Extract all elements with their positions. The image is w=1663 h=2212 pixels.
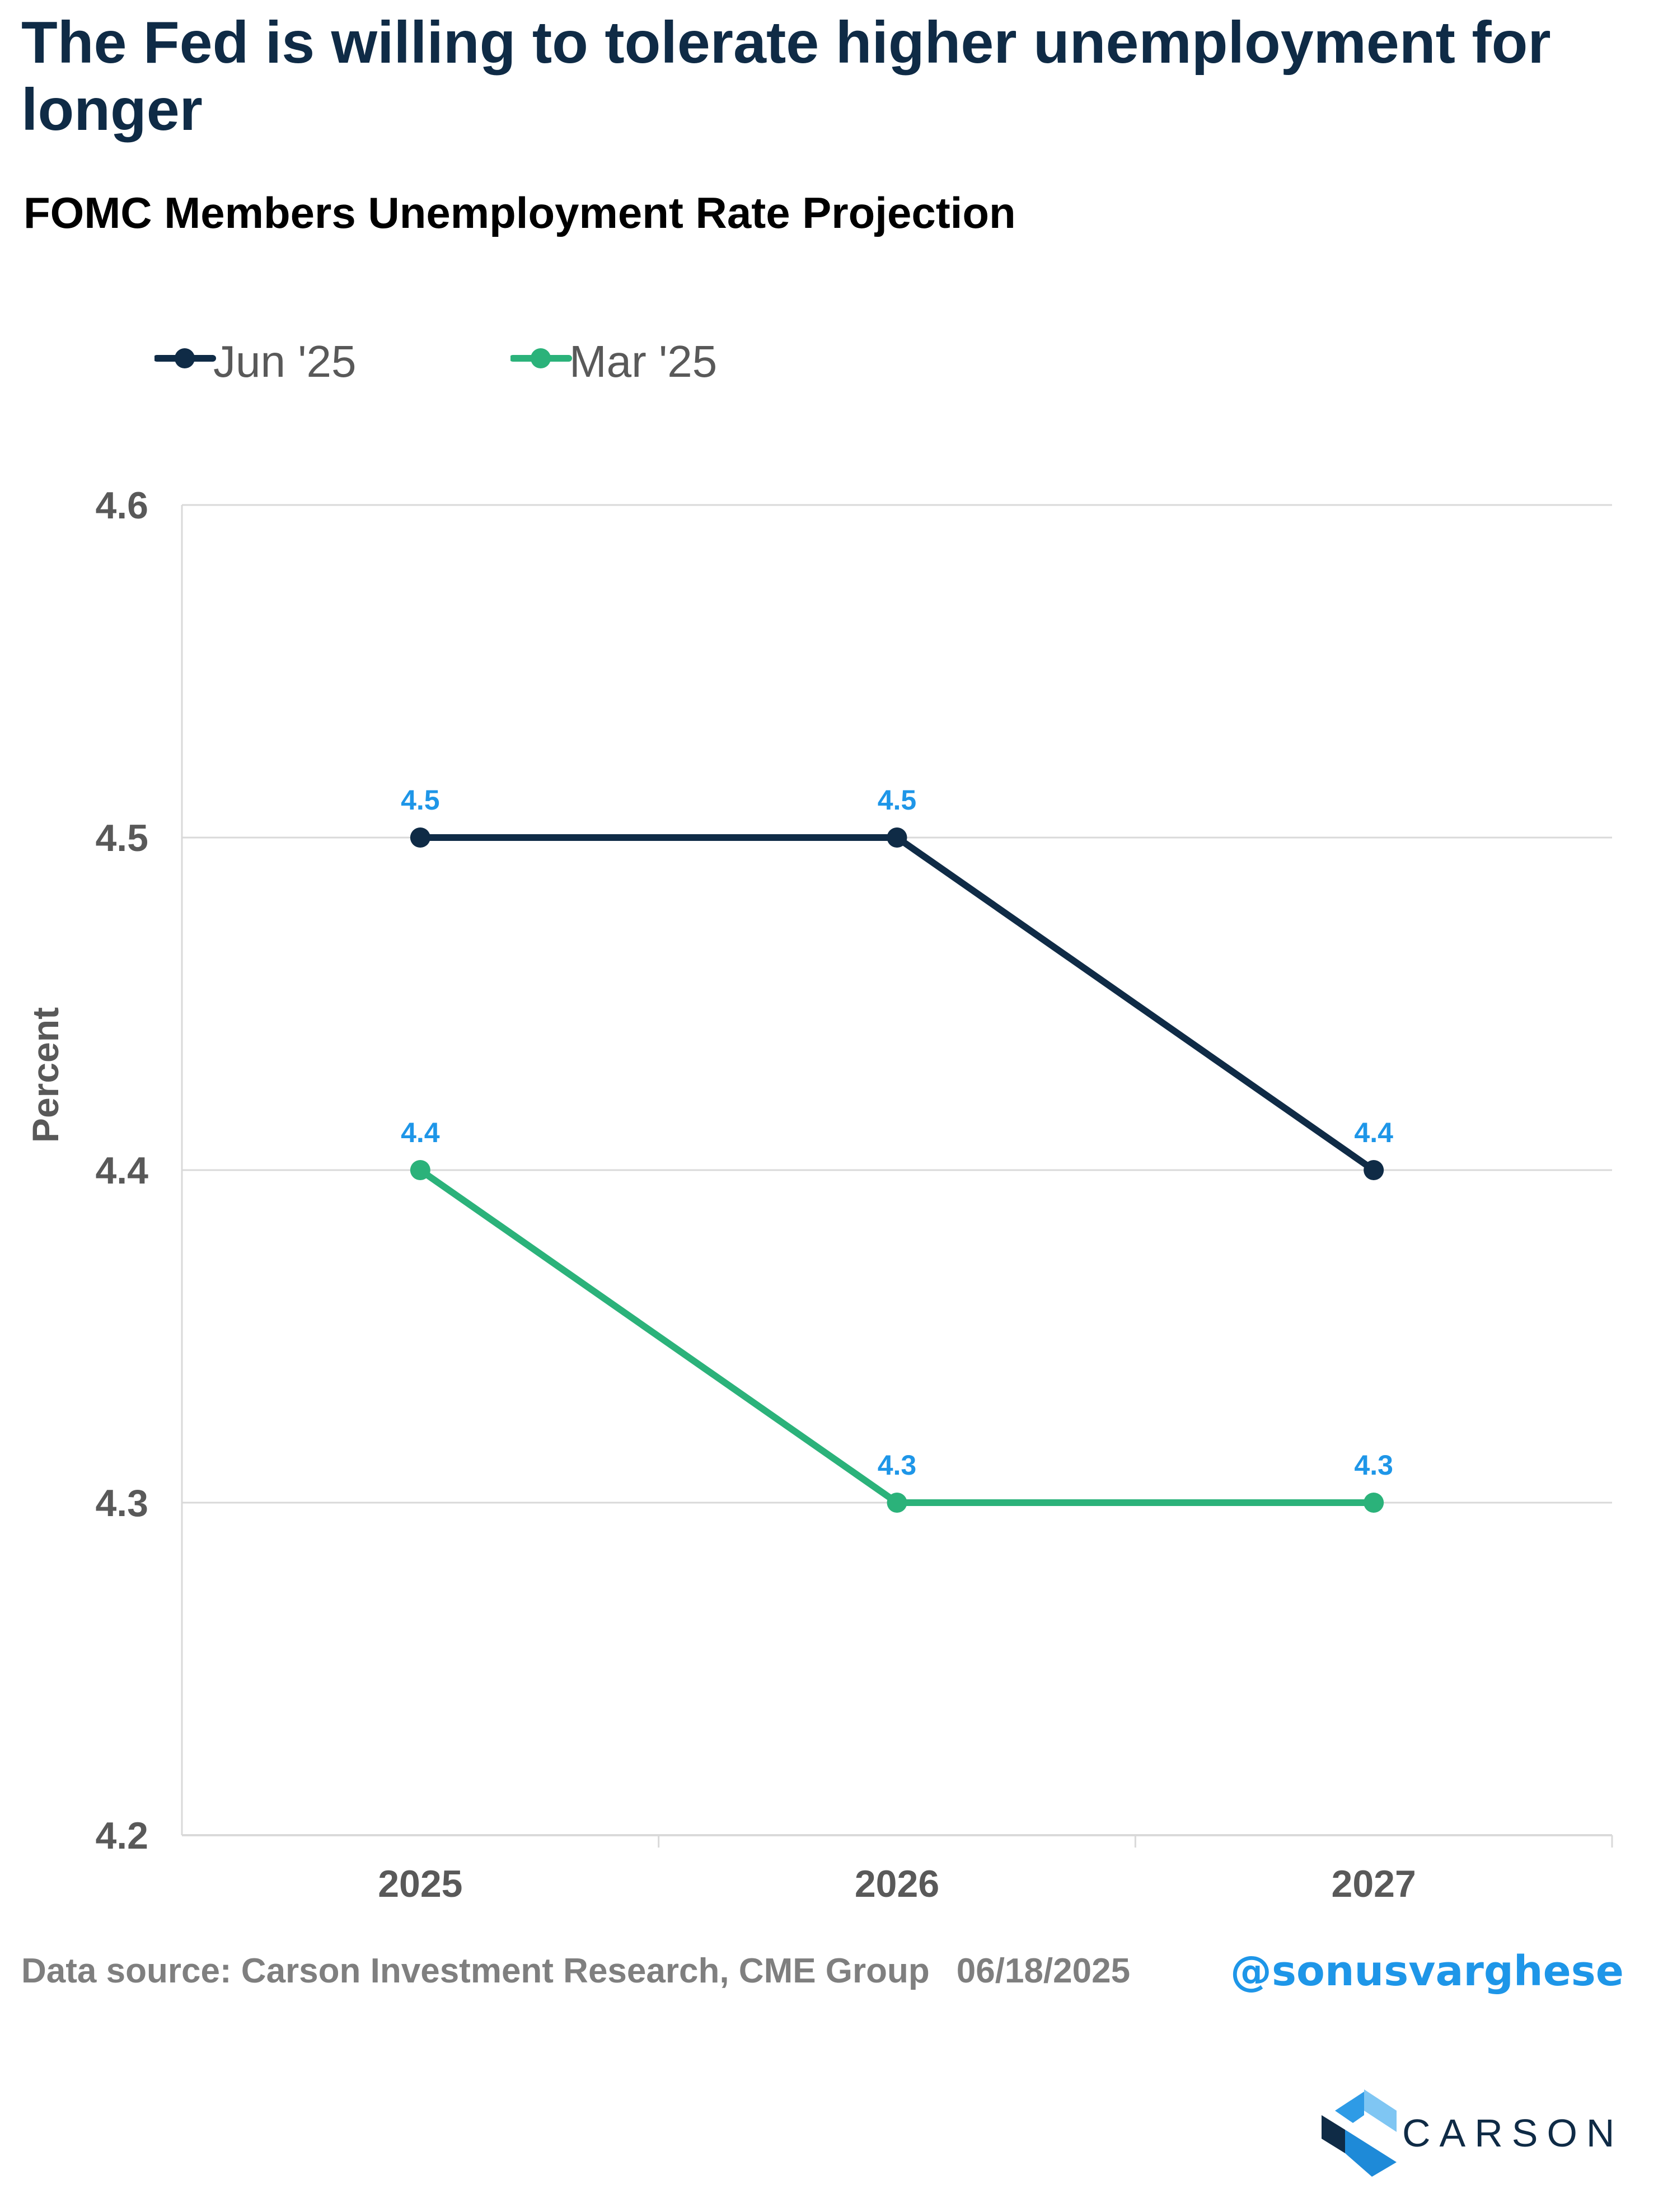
author-handle[interactable]: @sonusvarghese (1230, 1947, 1624, 1995)
x-tick-label: 2025 (378, 1863, 462, 1905)
x-tick-label: 2027 (1332, 1863, 1416, 1905)
series-line-jun (416, 834, 1378, 1173)
data-point (887, 827, 907, 848)
source-date: 06/18/2025 (956, 1952, 1131, 1990)
logo-wordmark: CARSON (1402, 2111, 1624, 2155)
data-label: 4.5 (878, 784, 917, 816)
data-point (1364, 1493, 1384, 1513)
x-tick-label: 2026 (855, 1863, 939, 1905)
footer-source: Data source: Carson Investment Research,… (21, 1951, 1130, 1991)
data-label: 4.5 (401, 784, 440, 816)
legend-label-mar: Mar '25 (569, 336, 718, 386)
y-tick-label: 4.3 (95, 1482, 148, 1524)
legend-swatch-jun (154, 348, 216, 368)
y-tick-label: 4.6 (95, 484, 148, 527)
y-tick-label: 4.2 (95, 1815, 148, 1857)
y-axis-title: Percent (25, 1007, 66, 1143)
data-point (410, 827, 430, 848)
legend-label-jun: Jun '25 (213, 336, 357, 386)
chart-title: The Fed is willing to tolerate higher un… (21, 10, 1551, 143)
data-point (887, 1493, 907, 1513)
data-point (1364, 1160, 1384, 1180)
data-label: 4.4 (401, 1117, 440, 1148)
data-label: 4.3 (1354, 1449, 1393, 1481)
source-text: Data source: Carson Investment Research,… (21, 1952, 930, 1990)
data-point (410, 1160, 430, 1180)
chart-subtitle: FOMC Members Unemployment Rate Projectio… (24, 188, 1016, 237)
carson-logo-icon (1322, 2089, 1397, 2177)
y-tick-label: 4.5 (95, 817, 148, 859)
line-chart: 4.2 4.3 4.4 4.5 4.6 2025 2026 2027 Percent 4.5 4.5… (25, 484, 1613, 1905)
data-label: 4.4 (1354, 1117, 1393, 1148)
y-tick-label: 4.4 (95, 1149, 148, 1192)
carson-logo: CARSON (1318, 2088, 1632, 2178)
legend-swatch-mar (510, 348, 572, 368)
data-label: 4.3 (878, 1449, 917, 1481)
